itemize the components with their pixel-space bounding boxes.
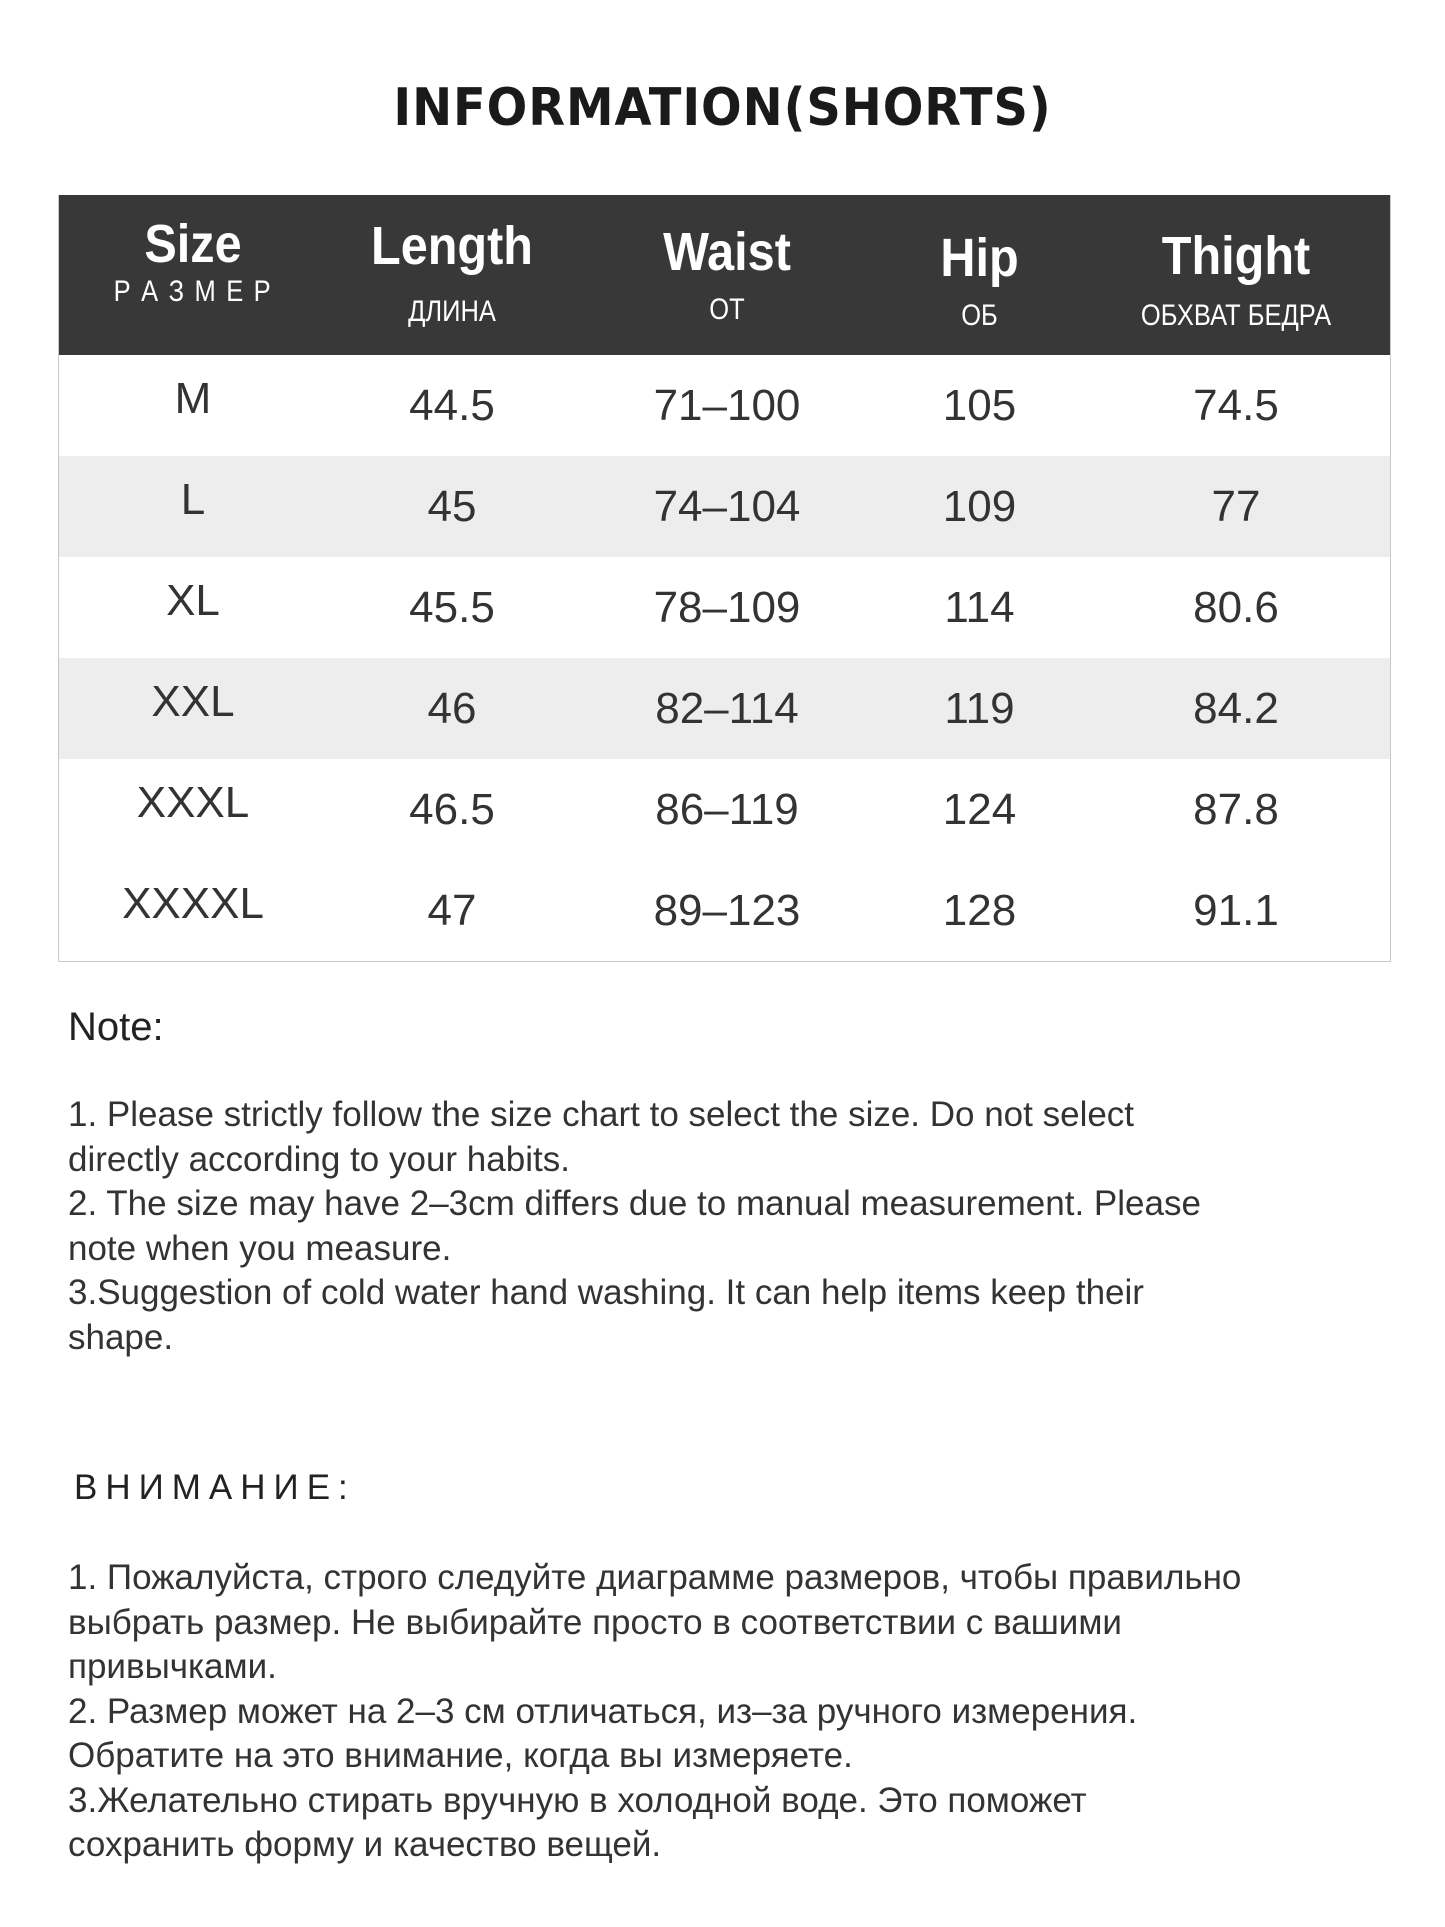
note-line: 2. The size may have 2–3cm differs due t… bbox=[68, 1184, 1201, 1223]
note-line: сохранить форму и качество вещей. bbox=[68, 1825, 662, 1864]
note-line: привычками. bbox=[68, 1647, 277, 1686]
cell-length: 46 bbox=[427, 684, 477, 733]
cell-length: 47 bbox=[427, 886, 477, 935]
cell-hip: 128 bbox=[942, 886, 1017, 935]
note-line: Обратите на это внимание, когда вы измер… bbox=[68, 1736, 853, 1775]
cell-hip: 105 bbox=[942, 381, 1017, 430]
cell-waist: 86–119 bbox=[655, 785, 799, 834]
header-thigh: Thight ОБХВАТ БЕДРА bbox=[1140, 226, 1332, 332]
table-row: XXXXL 47 89–123 128 91.1 bbox=[59, 860, 1390, 961]
note-line: 2. Размер может на 2–3 см отличаться, из… bbox=[68, 1691, 1138, 1731]
cell-length: 44.5 bbox=[409, 381, 495, 430]
note-list: 1. Please strictly follow the size chart… bbox=[68, 1093, 1398, 1360]
cell-length: 45.5 bbox=[409, 583, 495, 632]
cell-waist: 74–104 bbox=[653, 482, 801, 531]
cell-hip: 114 bbox=[944, 583, 1015, 632]
cell-waist: 78–109 bbox=[653, 583, 801, 632]
cell-size: XXL bbox=[151, 677, 235, 726]
table-row: L 45 74–104 109 77 bbox=[59, 456, 1390, 557]
note-line: shape. bbox=[68, 1317, 174, 1357]
header-waist: Waist ОТ bbox=[663, 222, 791, 326]
header-length: Length ДЛИНА bbox=[371, 216, 533, 328]
note-ru-list: 1. Пожалуйста, строго следуйте диаграмме… bbox=[68, 1556, 1398, 1868]
note-line: 1. Please strictly follow the size chart… bbox=[68, 1095, 1135, 1134]
cell-waist: 71–100 bbox=[653, 381, 801, 430]
cell-waist: 89–123 bbox=[653, 886, 801, 935]
cell-length: 46.5 bbox=[409, 785, 495, 834]
note-line: выбрать размер. Не выбирайте просто в со… bbox=[68, 1602, 1122, 1642]
header-size: Size Р А З М Е Р bbox=[113, 214, 273, 308]
cell-thigh: 77 bbox=[1211, 482, 1261, 531]
table-row: XL 45.5 78–109 114 80.6 bbox=[59, 557, 1390, 658]
cell-size: L bbox=[180, 475, 206, 524]
note-ru-heading: ВНИМАНИЕ: bbox=[74, 1468, 356, 1507]
table-row: XXXL 46.5 86–119 124 87.8 bbox=[59, 759, 1390, 860]
cell-thigh: 80.6 bbox=[1193, 583, 1279, 632]
size-table: Size Р А З М Е Р Length ДЛИНА Waist ОТ H… bbox=[58, 195, 1391, 962]
table-header: Size Р А З М Е Р Length ДЛИНА Waist ОТ H… bbox=[59, 195, 1390, 355]
note-line: directly according to your habits. bbox=[68, 1139, 570, 1179]
cell-hip: 119 bbox=[944, 684, 1015, 733]
cell-thigh: 87.8 bbox=[1193, 785, 1279, 834]
note-line: 3.Suggestion of cold water hand washing.… bbox=[68, 1273, 1144, 1312]
table-row: M 44.5 71–100 105 74.5 bbox=[59, 355, 1390, 456]
cell-thigh: 84.2 bbox=[1193, 684, 1279, 733]
note-heading: Note: bbox=[68, 1005, 164, 1049]
cell-size: M bbox=[174, 374, 212, 423]
table-row: XXL 46 82–114 119 84.2 bbox=[59, 658, 1390, 759]
note-line: note when you measure. bbox=[68, 1228, 452, 1268]
note-line: 3.Желательно стирать вручную в холодной … bbox=[68, 1780, 1087, 1820]
cell-hip: 124 bbox=[942, 785, 1017, 834]
cell-size: XXXL bbox=[136, 778, 250, 827]
cell-thigh: 74.5 bbox=[1193, 381, 1279, 430]
cell-waist: 82–114 bbox=[655, 684, 799, 733]
cell-size: XL bbox=[166, 576, 220, 625]
cell-hip: 109 bbox=[942, 482, 1017, 531]
cell-thigh: 91.1 bbox=[1193, 886, 1279, 935]
cell-length: 45 bbox=[427, 482, 477, 531]
cell-size: XXXXL bbox=[122, 879, 264, 928]
page-title: INFORMATION(SHORTS) bbox=[393, 78, 1052, 138]
note-line: 1. Пожалуйста, строго следуйте диаграмме… bbox=[68, 1558, 1242, 1597]
header-hip: Hip ОБ bbox=[940, 228, 1019, 332]
